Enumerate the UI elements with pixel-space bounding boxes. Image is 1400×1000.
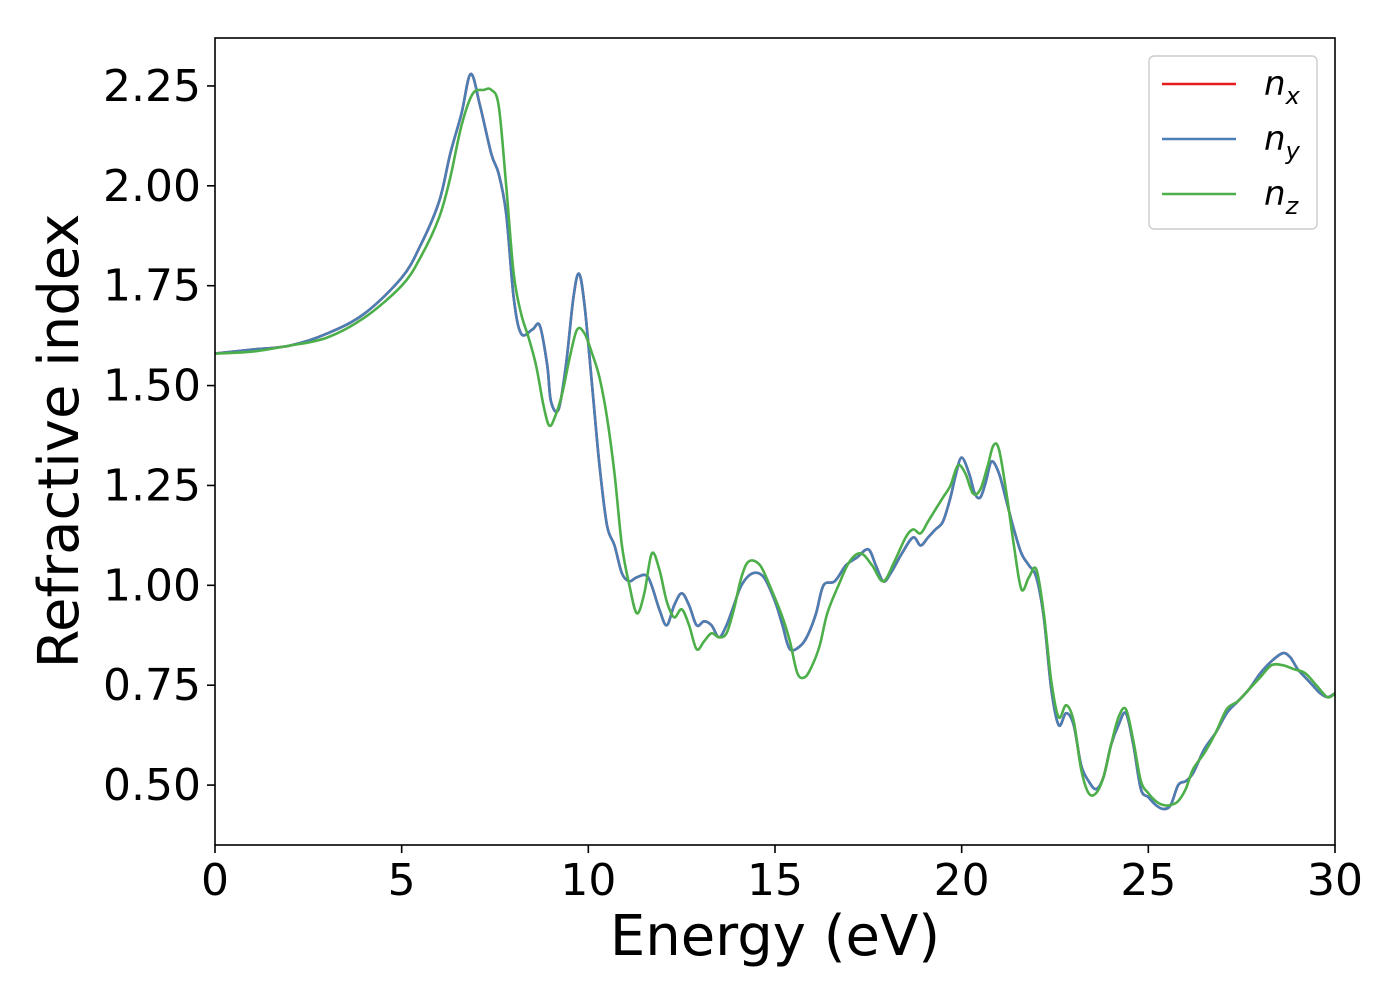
x-tick-label: 10 xyxy=(560,855,616,906)
x-tick-label: 15 xyxy=(747,855,803,906)
legend-box xyxy=(1148,55,1318,230)
y-tick-label: 1.75 xyxy=(103,261,201,312)
y-tick-label: 0.50 xyxy=(103,760,201,811)
y-tick-label: 1.50 xyxy=(103,361,201,412)
y-axis-ticks: 0.50 0.75 1.00 1.25 1.50 1.75 2.00 2.25 xyxy=(103,61,215,811)
x-axis-label: Energy (eV) xyxy=(610,904,940,969)
series-layer xyxy=(214,72,1336,811)
y-tick-label: 1.00 xyxy=(103,560,201,611)
x-tick-label: 25 xyxy=(1120,855,1176,906)
y-axis-label: Refractive index xyxy=(27,214,92,669)
y-tick-label: 2.00 xyxy=(103,161,201,212)
series-line-y xyxy=(214,72,1336,811)
x-tick-label: 30 xyxy=(1307,855,1363,906)
y-tick-label: 0.75 xyxy=(103,660,201,711)
x-tick-label: 5 xyxy=(388,855,416,906)
y-tick-label: 2.25 xyxy=(103,61,201,112)
x-tick-label: 20 xyxy=(934,855,990,906)
x-tick-label: 0 xyxy=(201,855,229,906)
series-line-z xyxy=(214,87,1336,807)
y-tick-label: 1.25 xyxy=(103,460,201,511)
x-axis-ticks: 0 5 10 15 20 25 30 xyxy=(201,845,1363,906)
